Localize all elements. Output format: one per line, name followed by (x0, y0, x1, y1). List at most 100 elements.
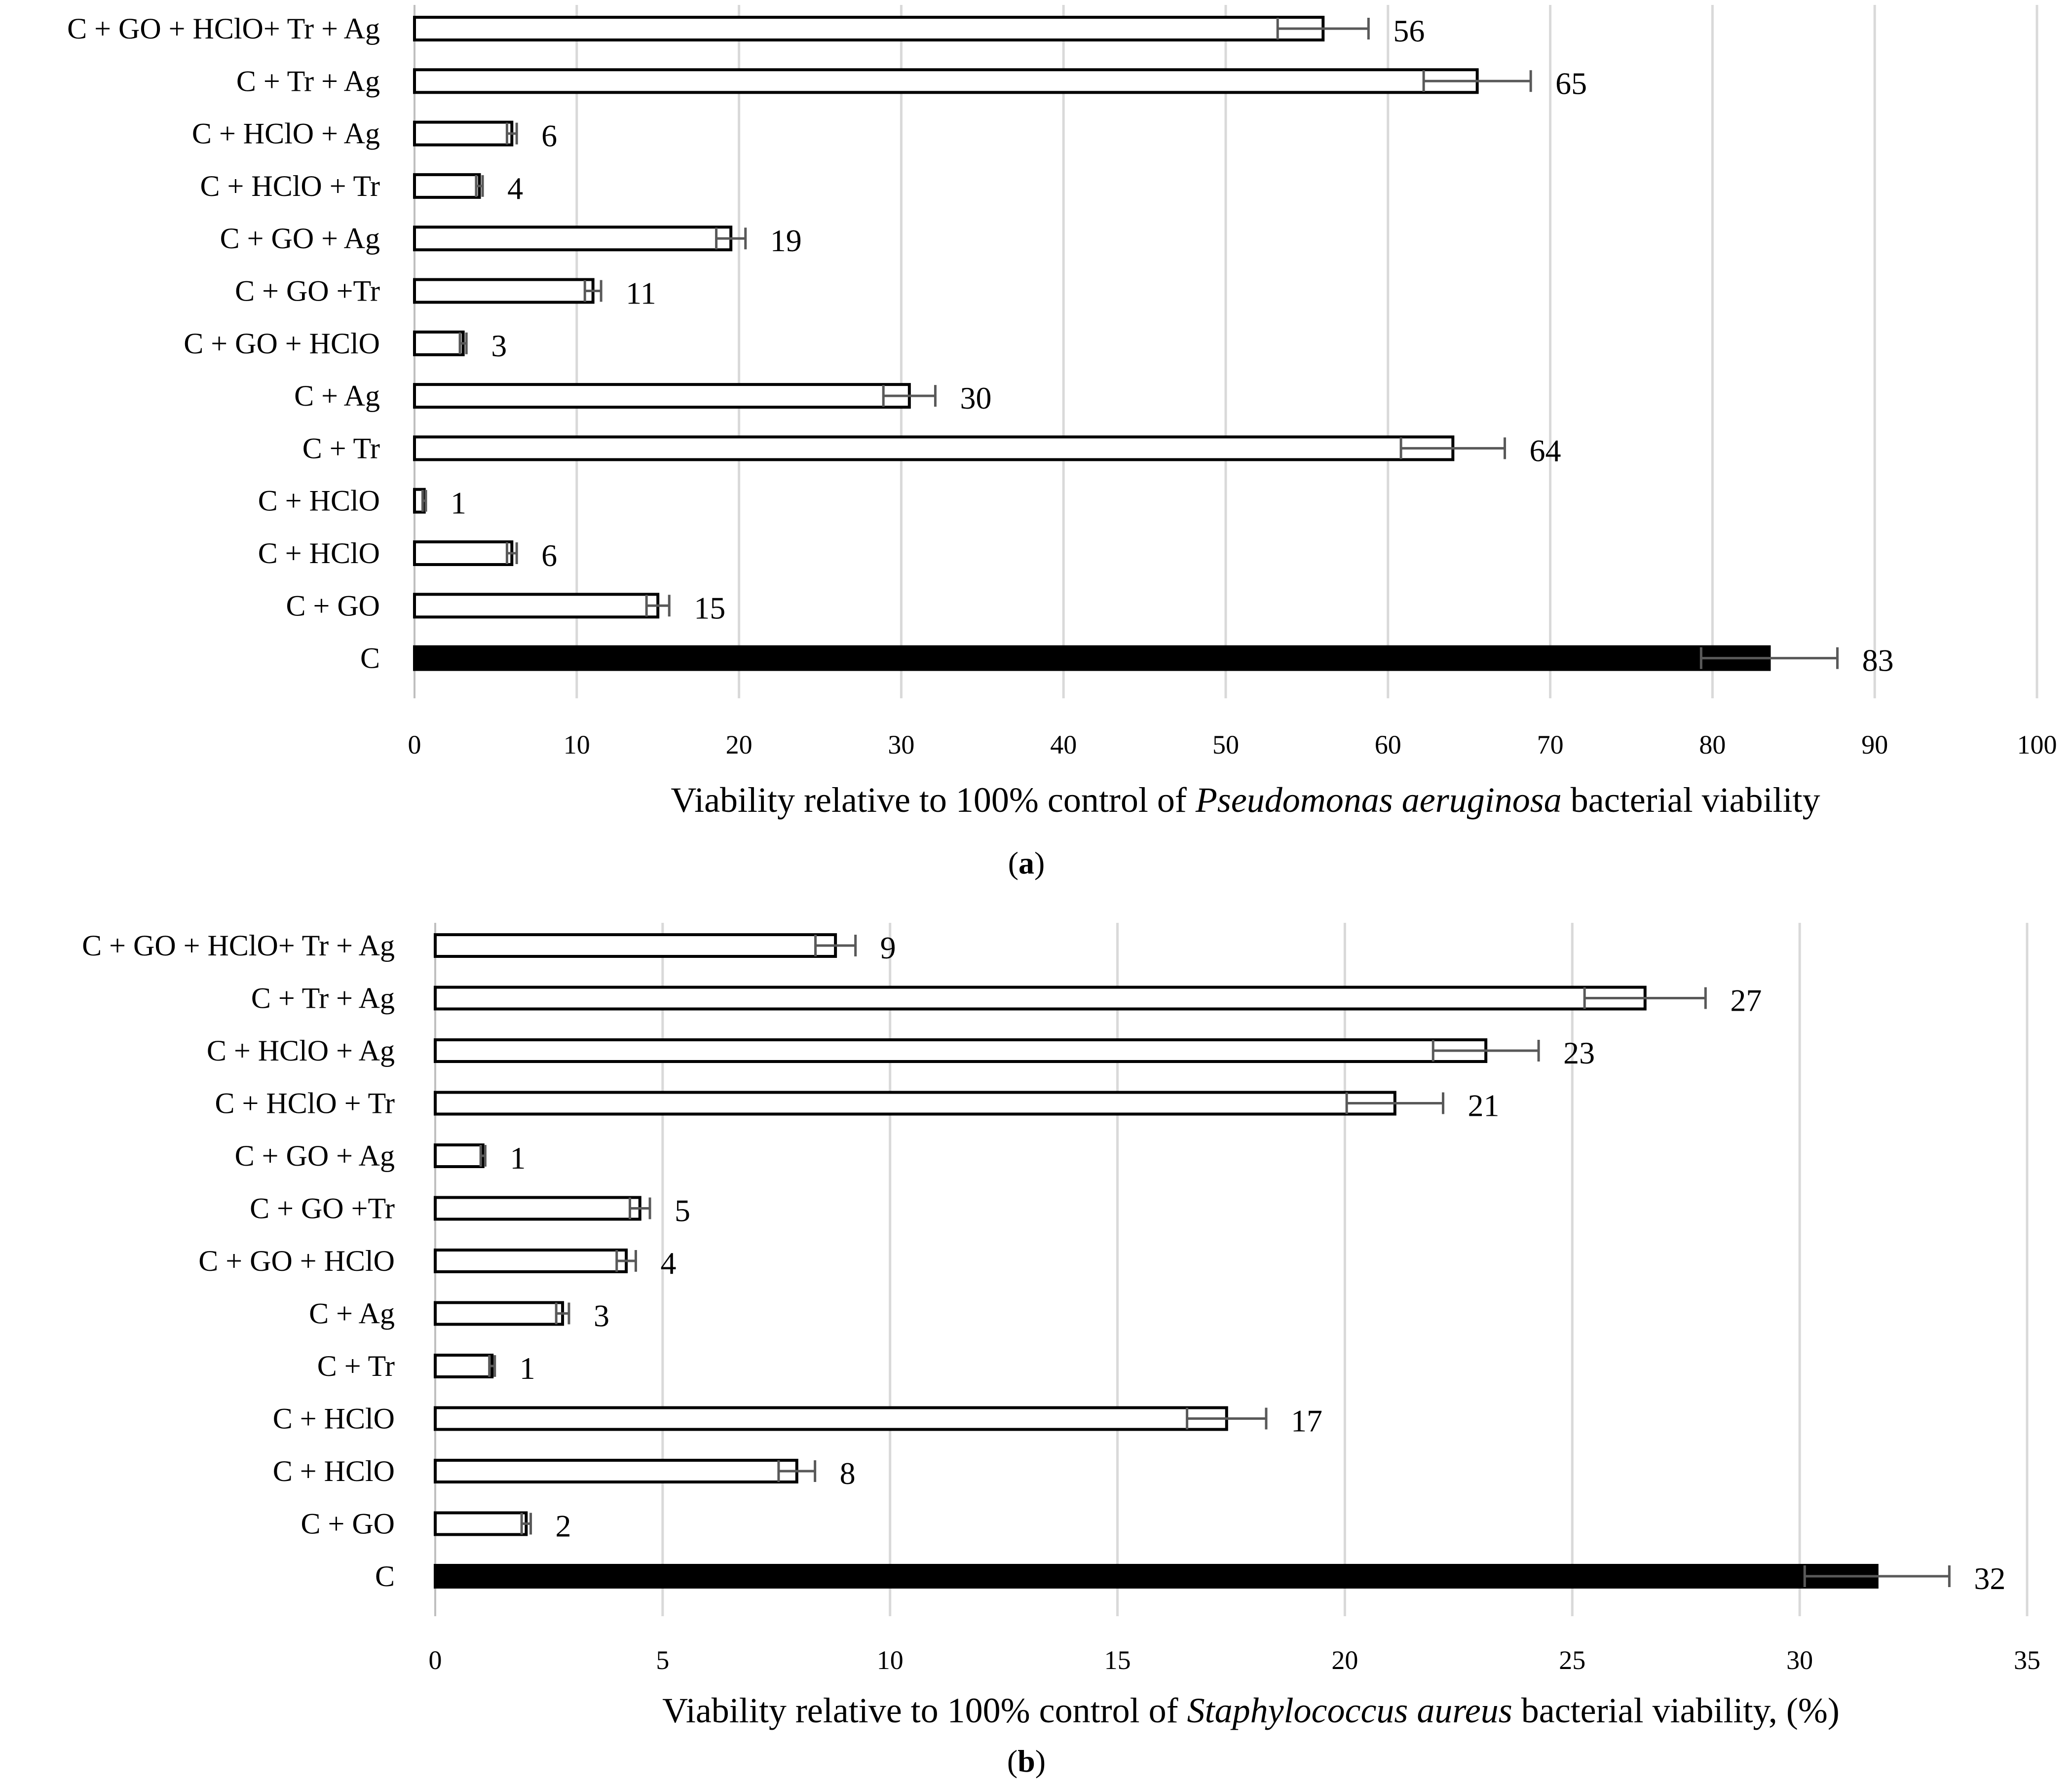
data-label: 56 (1393, 13, 1425, 48)
error-bar (1422, 70, 1532, 92)
x-tick-label: 35 (2014, 1645, 2040, 1675)
category-label: C + HClO (258, 537, 380, 569)
bar (413, 120, 514, 147)
bar (434, 1143, 485, 1168)
data-label: 65 (1555, 66, 1587, 101)
bar (413, 383, 911, 409)
error-bar (628, 1197, 651, 1219)
data-label: 1 (451, 486, 466, 521)
data-label: 23 (1563, 1035, 1595, 1070)
bar (413, 645, 1771, 671)
category-label: C + Ag (309, 1297, 395, 1330)
category-label: C + Tr + Ag (251, 982, 395, 1015)
category-label: C + Tr + Ag (236, 65, 380, 97)
category-label: C + GO + Ag (235, 1139, 395, 1172)
data-label: 83 (1862, 643, 1894, 678)
data-label: 6 (541, 538, 557, 573)
bar (434, 1038, 1488, 1063)
error-bar (475, 175, 484, 197)
x-tick-label: 20 (1331, 1645, 1358, 1675)
bar (434, 1091, 1396, 1116)
category-label: C + GO +Tr (250, 1192, 395, 1225)
error-bar (505, 542, 518, 564)
error-bar (645, 595, 671, 617)
data-label: 21 (1468, 1088, 1500, 1123)
error-bar (583, 280, 603, 302)
data-label: 4 (507, 171, 523, 206)
x-tick-label: 10 (877, 1645, 904, 1675)
x-tick-label: 30 (888, 730, 914, 759)
bar (413, 68, 1479, 94)
category-label: C + Tr (302, 432, 380, 464)
data-label: 27 (1730, 983, 1762, 1018)
x-tick-label: 90 (1861, 730, 1888, 759)
error-bar (479, 1145, 487, 1167)
x-tick-label: 30 (1786, 1645, 1813, 1675)
data-label: 32 (1974, 1561, 2005, 1596)
data-label: 19 (770, 223, 802, 258)
error-bar (1345, 1092, 1445, 1114)
data-label: 2 (556, 1509, 571, 1544)
bar (413, 540, 514, 566)
error-bar (421, 490, 427, 512)
bar (434, 933, 837, 958)
bar (413, 330, 465, 356)
category-label: C + Ag (294, 380, 380, 412)
category-label: C (375, 1560, 395, 1593)
bar (434, 1301, 565, 1326)
bar (434, 1564, 1879, 1589)
category-label: C + GO + Ag (220, 222, 380, 255)
error-bar (1399, 437, 1507, 459)
bar (434, 986, 1647, 1011)
data-label: 17 (1291, 1404, 1322, 1439)
x-tick-label: 60 (1375, 730, 1401, 759)
category-label: C + HClO + Ag (207, 1034, 395, 1067)
bar (413, 226, 733, 252)
x-tick-label: 0 (408, 730, 421, 759)
x-tick-label: 20 (726, 730, 753, 759)
category-label: C + GO +Tr (235, 275, 380, 307)
data-label: 1 (520, 1351, 535, 1386)
panel-a: 0 10 20 30 40 50 60 70 80 90 100 C + GO + HClO+ Tr … (67, 5, 2057, 880)
category-label: C + HClO + Tr (215, 1087, 395, 1120)
category-label: C + GO + HClO+ Tr + Ag (82, 929, 395, 962)
bar (413, 435, 1455, 461)
panel-label: (b) (1007, 1744, 1046, 1779)
bar (413, 16, 1325, 41)
error-bar (1803, 1565, 1951, 1587)
bar (413, 278, 595, 304)
bar (434, 1354, 494, 1378)
error-bar (458, 332, 468, 354)
panel-label: (a) (1008, 845, 1045, 880)
x-tick-label: 5 (656, 1645, 669, 1675)
category-label: C + GO (301, 1508, 395, 1540)
x-tick-label: 10 (564, 730, 590, 759)
category-label: C + GO + HClO+ Tr + Ag (67, 12, 380, 45)
category-label: C + GO + HClO (184, 327, 380, 360)
data-label: 30 (960, 380, 991, 416)
category-label: C + HClO + Ag (192, 117, 380, 150)
error-bar (488, 1355, 496, 1377)
bar (434, 1511, 528, 1536)
category-label: C + HClO (273, 1455, 395, 1487)
data-label: 3 (594, 1298, 609, 1333)
x-tick-label: 25 (1559, 1645, 1585, 1675)
error-bar (505, 122, 518, 145)
error-bar (715, 228, 747, 250)
x-tick-label: 80 (1699, 730, 1726, 759)
bar (434, 1406, 1228, 1431)
x-tick-label: 50 (1212, 730, 1239, 759)
x-axis-title: Viability relative to 100% control of Ps… (671, 780, 1820, 820)
category-label: C + HClO (273, 1403, 395, 1435)
bar (413, 173, 481, 199)
data-label: 5 (675, 1193, 690, 1228)
data-label: 3 (491, 328, 507, 363)
data-label: 1 (510, 1140, 526, 1176)
bar (434, 1196, 641, 1221)
x-tick-label: 0 (429, 1645, 442, 1675)
bar (434, 1459, 798, 1483)
x-tick-label: 70 (1537, 730, 1564, 759)
data-label: 64 (1530, 433, 1561, 468)
error-bar (1186, 1407, 1268, 1430)
